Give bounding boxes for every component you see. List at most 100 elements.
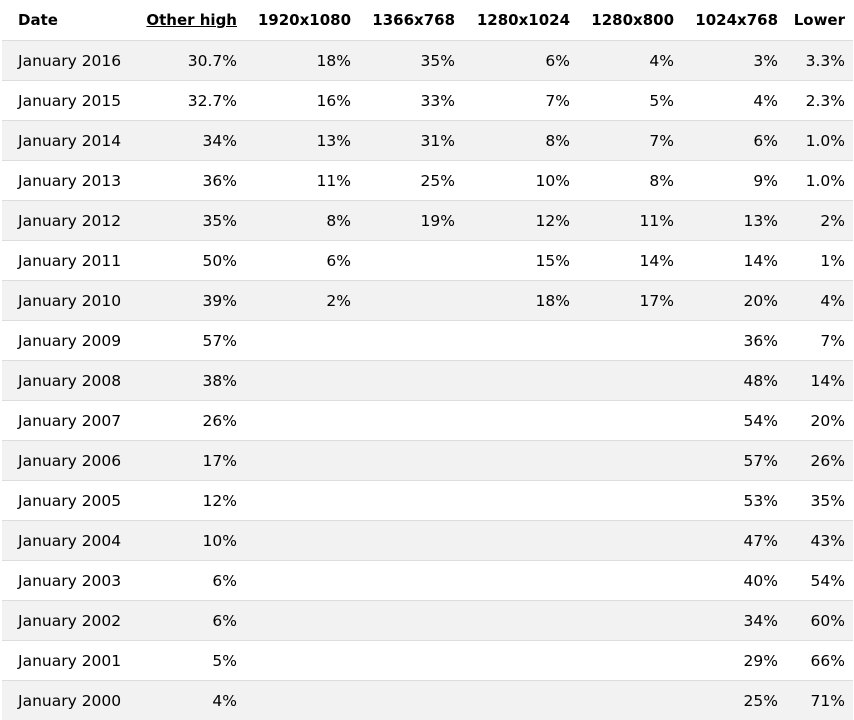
cell-1366x768: 19%	[357, 201, 461, 241]
cell-lower: 60%	[784, 601, 853, 641]
cell-date: January 2012	[2, 201, 138, 241]
cell-date: January 2003	[2, 561, 138, 601]
cell-1024x768: 14%	[680, 241, 784, 281]
cell-1024x768: 48%	[680, 361, 784, 401]
cell-lower: 7%	[784, 321, 853, 361]
cell-1280x800	[576, 401, 680, 441]
cell-1280x800: 17%	[576, 281, 680, 321]
column-header-lower[interactable]: Lower	[784, 0, 853, 41]
cell-1366x768	[357, 441, 461, 481]
cell-other-high: 32.7%	[138, 81, 243, 121]
cell-1280x1024	[461, 321, 576, 361]
header-row: Date Other high 1920x1080 1366x768 1280x…	[2, 0, 853, 41]
cell-1024x768: 53%	[680, 481, 784, 521]
cell-1280x800: 7%	[576, 121, 680, 161]
cell-1280x1024	[461, 401, 576, 441]
cell-1280x800	[576, 321, 680, 361]
cell-1920x1080	[243, 521, 357, 561]
column-header-other-high[interactable]: Other high	[138, 0, 243, 41]
cell-1920x1080: 13%	[243, 121, 357, 161]
cell-1366x768	[357, 281, 461, 321]
cell-1366x768	[357, 641, 461, 681]
cell-1280x1024: 8%	[461, 121, 576, 161]
cell-1920x1080: 11%	[243, 161, 357, 201]
column-header-1024x768[interactable]: 1024x768	[680, 0, 784, 41]
cell-date: January 2009	[2, 321, 138, 361]
cell-1280x1024	[461, 561, 576, 601]
cell-date: January 2010	[2, 281, 138, 321]
column-header-1366x768[interactable]: 1366x768	[357, 0, 461, 41]
cell-1280x800: 8%	[576, 161, 680, 201]
cell-1024x768: 20%	[680, 281, 784, 321]
cell-1280x1024	[461, 481, 576, 521]
cell-date: January 2015	[2, 81, 138, 121]
cell-lower: 4%	[784, 281, 853, 321]
cell-1280x800	[576, 681, 680, 720]
cell-1366x768: 31%	[357, 121, 461, 161]
cell-1280x800	[576, 481, 680, 521]
cell-1366x768	[357, 481, 461, 521]
column-header-1920x1080[interactable]: 1920x1080	[243, 0, 357, 41]
cell-1024x768: 36%	[680, 321, 784, 361]
cell-other-high: 38%	[138, 361, 243, 401]
cell-1920x1080: 6%	[243, 241, 357, 281]
cell-other-high: 12%	[138, 481, 243, 521]
cell-1024x768: 57%	[680, 441, 784, 481]
cell-1920x1080	[243, 361, 357, 401]
cell-other-high: 36%	[138, 161, 243, 201]
cell-lower: 43%	[784, 521, 853, 561]
cell-1024x768: 13%	[680, 201, 784, 241]
cell-1280x1024: 12%	[461, 201, 576, 241]
cell-1366x768	[357, 601, 461, 641]
cell-1280x800: 5%	[576, 81, 680, 121]
cell-1366x768	[357, 361, 461, 401]
cell-1366x768	[357, 241, 461, 281]
cell-lower: 20%	[784, 401, 853, 441]
cell-lower: 1%	[784, 241, 853, 281]
cell-1024x768: 47%	[680, 521, 784, 561]
cell-1280x1024	[461, 441, 576, 481]
cell-1920x1080: 8%	[243, 201, 357, 241]
cell-1920x1080	[243, 481, 357, 521]
cell-1920x1080	[243, 561, 357, 601]
cell-lower: 3.3%	[784, 41, 853, 81]
cell-lower: 14%	[784, 361, 853, 401]
cell-1280x1024	[461, 681, 576, 720]
cell-date: January 2008	[2, 361, 138, 401]
column-header-1280x1024[interactable]: 1280x1024	[461, 0, 576, 41]
cell-1280x800: 11%	[576, 201, 680, 241]
cell-other-high: 50%	[138, 241, 243, 281]
column-header-date[interactable]: Date	[2, 0, 138, 41]
cell-1280x1024	[461, 521, 576, 561]
cell-1024x768: 3%	[680, 41, 784, 81]
cell-other-high: 10%	[138, 521, 243, 561]
cell-lower: 71%	[784, 681, 853, 720]
cell-1366x768: 35%	[357, 41, 461, 81]
column-header-1280x800[interactable]: 1280x800	[576, 0, 680, 41]
cell-1280x800	[576, 561, 680, 601]
cell-date: January 2016	[2, 41, 138, 81]
cell-1920x1080	[243, 681, 357, 720]
cell-1280x1024: 7%	[461, 81, 576, 121]
cell-lower: 1.0%	[784, 161, 853, 201]
cell-1280x1024: 10%	[461, 161, 576, 201]
cell-date: January 2014	[2, 121, 138, 161]
cell-date: January 2005	[2, 481, 138, 521]
cell-1280x800	[576, 641, 680, 681]
cell-date: January 2013	[2, 161, 138, 201]
cell-1280x1024: 18%	[461, 281, 576, 321]
cell-1280x800: 4%	[576, 41, 680, 81]
cell-1024x768: 54%	[680, 401, 784, 441]
